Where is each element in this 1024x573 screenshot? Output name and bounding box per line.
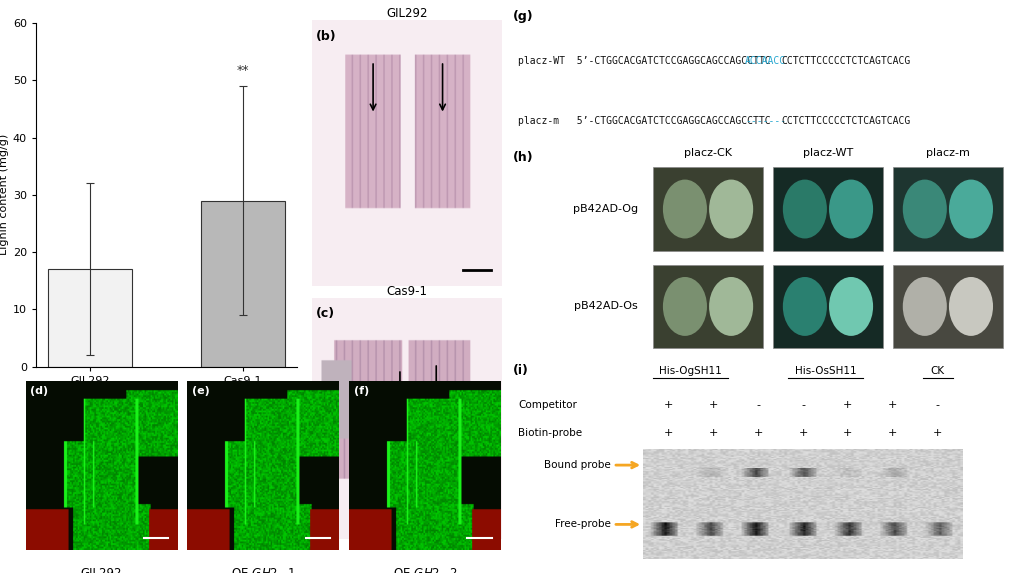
Text: Biotin-probe: Biotin-probe [518, 428, 583, 438]
Text: CCTCTTCCCCCTCTCAGTCACG: CCTCTTCCCCCTCTCAGTCACG [781, 56, 911, 66]
Text: +: + [664, 428, 673, 438]
FancyBboxPatch shape [773, 167, 883, 251]
Text: +: + [933, 428, 942, 438]
Ellipse shape [709, 277, 754, 336]
Ellipse shape [663, 179, 707, 238]
Text: Free-probe: Free-probe [555, 519, 610, 529]
Text: +: + [709, 428, 718, 438]
FancyBboxPatch shape [893, 167, 1002, 251]
Ellipse shape [829, 277, 873, 336]
Text: pB42AD-Os: pB42AD-Os [574, 301, 638, 312]
Text: +: + [799, 428, 808, 438]
Text: (e): (e) [191, 386, 210, 396]
Ellipse shape [782, 179, 827, 238]
Ellipse shape [829, 179, 873, 238]
Text: placz-WT: placz-WT [803, 148, 853, 158]
Text: (i): (i) [513, 364, 529, 376]
Y-axis label: Lignin content (mg/g): Lignin content (mg/g) [0, 134, 8, 256]
Text: (c): (c) [316, 307, 336, 320]
Ellipse shape [949, 179, 993, 238]
Text: -------: ------- [744, 116, 786, 126]
Text: (d): (d) [30, 386, 48, 396]
Ellipse shape [663, 277, 707, 336]
Text: (b): (b) [316, 30, 337, 43]
Text: (g): (g) [513, 10, 534, 23]
Text: +: + [844, 428, 853, 438]
Text: Bound probe: Bound probe [544, 460, 610, 470]
Text: **: ** [237, 64, 249, 77]
Text: (h): (h) [513, 151, 534, 163]
Text: CCTCTTCCCCCTCTCAGTCACG: CCTCTTCCCCCTCTCAGTCACG [781, 116, 911, 126]
Text: placz-WT  5’-CTGGCACGATCTCCGAGGCAGCCAGCCTTC: placz-WT 5’-CTGGCACGATCTCCGAGGCAGCCAGCCT… [518, 56, 771, 66]
Text: -: - [756, 400, 760, 410]
Text: -: - [936, 400, 940, 410]
Text: +: + [888, 400, 898, 410]
Text: -: - [801, 400, 805, 410]
FancyBboxPatch shape [653, 265, 763, 348]
Text: +: + [754, 428, 763, 438]
Ellipse shape [709, 179, 754, 238]
Text: CK: CK [931, 366, 945, 375]
Ellipse shape [903, 277, 947, 336]
Text: placz-m   5’-CTGGCACGATCTCCGAGGCAGCCAGCCTTC: placz-m 5’-CTGGCACGATCTCCGAGGCAGCCAGCCTT… [518, 116, 771, 126]
Text: +: + [709, 400, 718, 410]
Text: (f): (f) [353, 386, 369, 396]
Text: pB42AD-Og: pB42AD-Og [573, 204, 638, 214]
Text: His-OsSH11: His-OsSH11 [795, 366, 856, 375]
Text: ACCAACC: ACCAACC [744, 56, 786, 66]
Ellipse shape [949, 277, 993, 336]
Text: Competitor: Competitor [518, 400, 577, 410]
FancyBboxPatch shape [893, 265, 1002, 348]
Text: placz-m: placz-m [926, 148, 970, 158]
Title: Cas9-1: Cas9-1 [386, 285, 428, 298]
Text: GIL292: GIL292 [81, 567, 122, 573]
Title: GIL292: GIL292 [386, 7, 428, 20]
FancyBboxPatch shape [773, 265, 883, 348]
FancyBboxPatch shape [653, 167, 763, 251]
Bar [48, 269, 132, 367]
Text: His-OgSH11: His-OgSH11 [659, 366, 722, 375]
Ellipse shape [782, 277, 827, 336]
Text: OE-$\it{GH2\mathrm{-}2}$: OE-$\it{GH2\mathrm{-}2}$ [392, 567, 458, 573]
Text: +: + [664, 400, 673, 410]
Text: placz-CK: placz-CK [684, 148, 732, 158]
Ellipse shape [903, 179, 947, 238]
Bar [201, 201, 285, 367]
Text: +: + [888, 428, 898, 438]
Text: +: + [844, 400, 853, 410]
Text: OE-$\it{GH2\mathrm{-}1}$: OE-$\it{GH2\mathrm{-}1}$ [230, 567, 296, 573]
